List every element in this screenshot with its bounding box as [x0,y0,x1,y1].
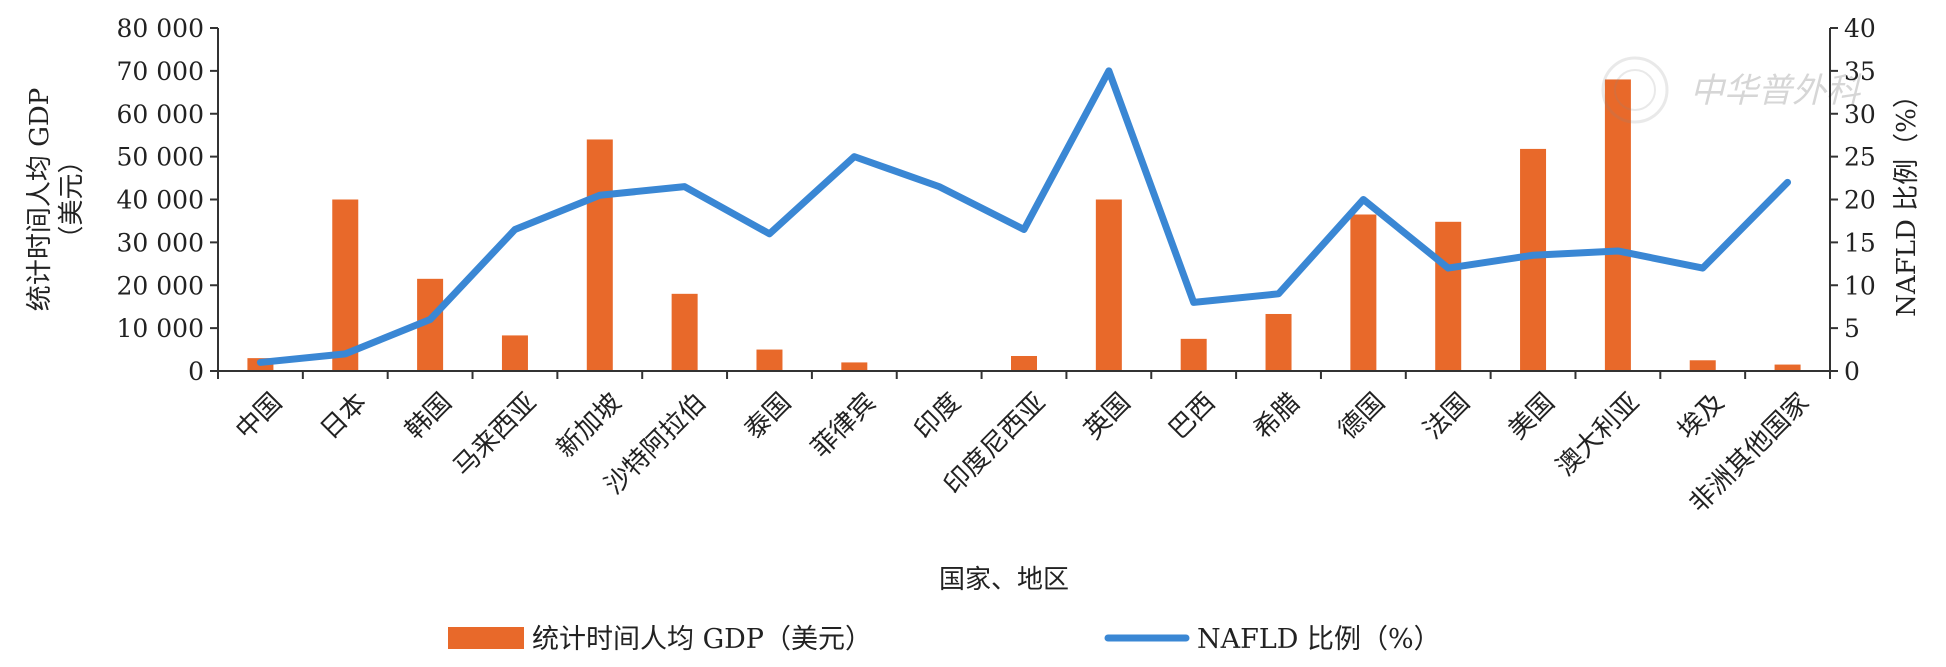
bar [586,139,613,371]
bar [501,335,528,371]
line-point [1617,250,1619,252]
x-tick-label: 德国 [1333,387,1391,445]
y2-axis-title: NAFLD 比例（%） [1892,82,1922,317]
bar [841,362,868,371]
line-point [1193,301,1195,303]
y2-tick-label: 5 [1844,314,1860,343]
line-point [1702,267,1704,269]
y2-tick-label: 20 [1844,186,1876,215]
y2-tick-label: 10 [1844,271,1876,300]
line-point [514,229,516,231]
x-tick-label: 日本 [315,387,373,445]
bar [671,293,698,371]
y-tick-label: 30 000 [117,228,204,257]
y-axis-title: 统计时间人均 GDP [25,88,55,311]
line-point [684,186,686,188]
y-axis-unit: （美元） [57,147,87,251]
x-tick-label: 英国 [1079,387,1137,445]
line-series [256,67,1792,366]
x-tick-label: 马来西亚 [448,387,543,482]
bar [1265,313,1292,371]
bar [1180,338,1207,371]
bar [1774,364,1801,371]
line-point [429,319,431,321]
bar [1604,79,1631,371]
y-tick-label: 50 000 [117,143,204,172]
y-tick-label: 20 000 [117,271,204,300]
x-tick-label: 中国 [230,387,288,445]
legend-swatch-gdp [448,627,524,649]
line-point [768,233,770,235]
line-point [1278,293,1280,295]
line-point [1108,70,1110,72]
bar [1689,360,1716,371]
x-tick-label: 菲律宾 [806,387,882,463]
legend-label-nafld: NAFLD 比例（%） [1197,624,1441,655]
x-tick-label: 韩国 [400,387,458,445]
bar [1095,199,1122,371]
x-tick-label: 希腊 [1248,387,1306,445]
labels: 0 10 000 20 000 30 000 40 000 50 000 60 000 70 … [25,14,1922,595]
y2-tick-label: 35 [1844,57,1876,86]
x-tick-label: 印度 [909,387,967,445]
y2-tick-label: 15 [1844,228,1876,257]
y2-tick-label: 40 [1844,14,1876,43]
x-tick-label: 埃及 [1672,387,1730,445]
y-tick-label: 0 [188,357,204,386]
watermark-text: 中华普外科 [1690,71,1862,111]
watermark-logo: 中华普外科 [1601,56,1862,124]
legend: 统计时间人均 GDP（美元） NAFLD 比例（%） [448,624,1441,655]
axes [210,27,1838,379]
nafld-line [256,67,1792,366]
y2-tick-label: 30 [1844,100,1876,129]
y2-tick-label: 25 [1844,143,1876,172]
line-point [1532,254,1534,256]
y-tick-label: 60 000 [117,100,204,129]
legend-label-gdp: 统计时间人均 GDP（美元） [532,624,872,655]
line-point [1362,199,1364,200]
line-point [853,156,855,158]
bar [332,199,359,371]
line-point [1787,181,1789,183]
bar [1435,221,1462,371]
bar [1011,355,1037,371]
y-tick-label: 70 000 [117,57,204,86]
x-tick-label: 巴西 [1163,387,1221,445]
line-point [938,186,940,188]
x-tick-label: 澳大利亚 [1551,387,1646,482]
x-axis-title: 国家、地区 [939,565,1069,595]
line-point [344,353,346,355]
line-point [1447,267,1449,269]
y2-tick-label: 0 [1844,357,1860,386]
line-point [1023,229,1025,231]
x-tick-label: 泰国 [739,387,797,445]
x-tick-label: 美国 [1503,387,1561,445]
line-point [599,194,601,196]
y-tick-label: 80 000 [117,14,204,43]
bar [756,349,783,371]
x-tick-label: 新加坡 [551,387,627,463]
bar [1350,214,1377,371]
line-point [259,361,261,363]
y-tick-label: 10 000 [117,314,204,343]
y-tick-label: 40 000 [117,186,204,215]
x-tick-label: 法国 [1418,387,1476,445]
